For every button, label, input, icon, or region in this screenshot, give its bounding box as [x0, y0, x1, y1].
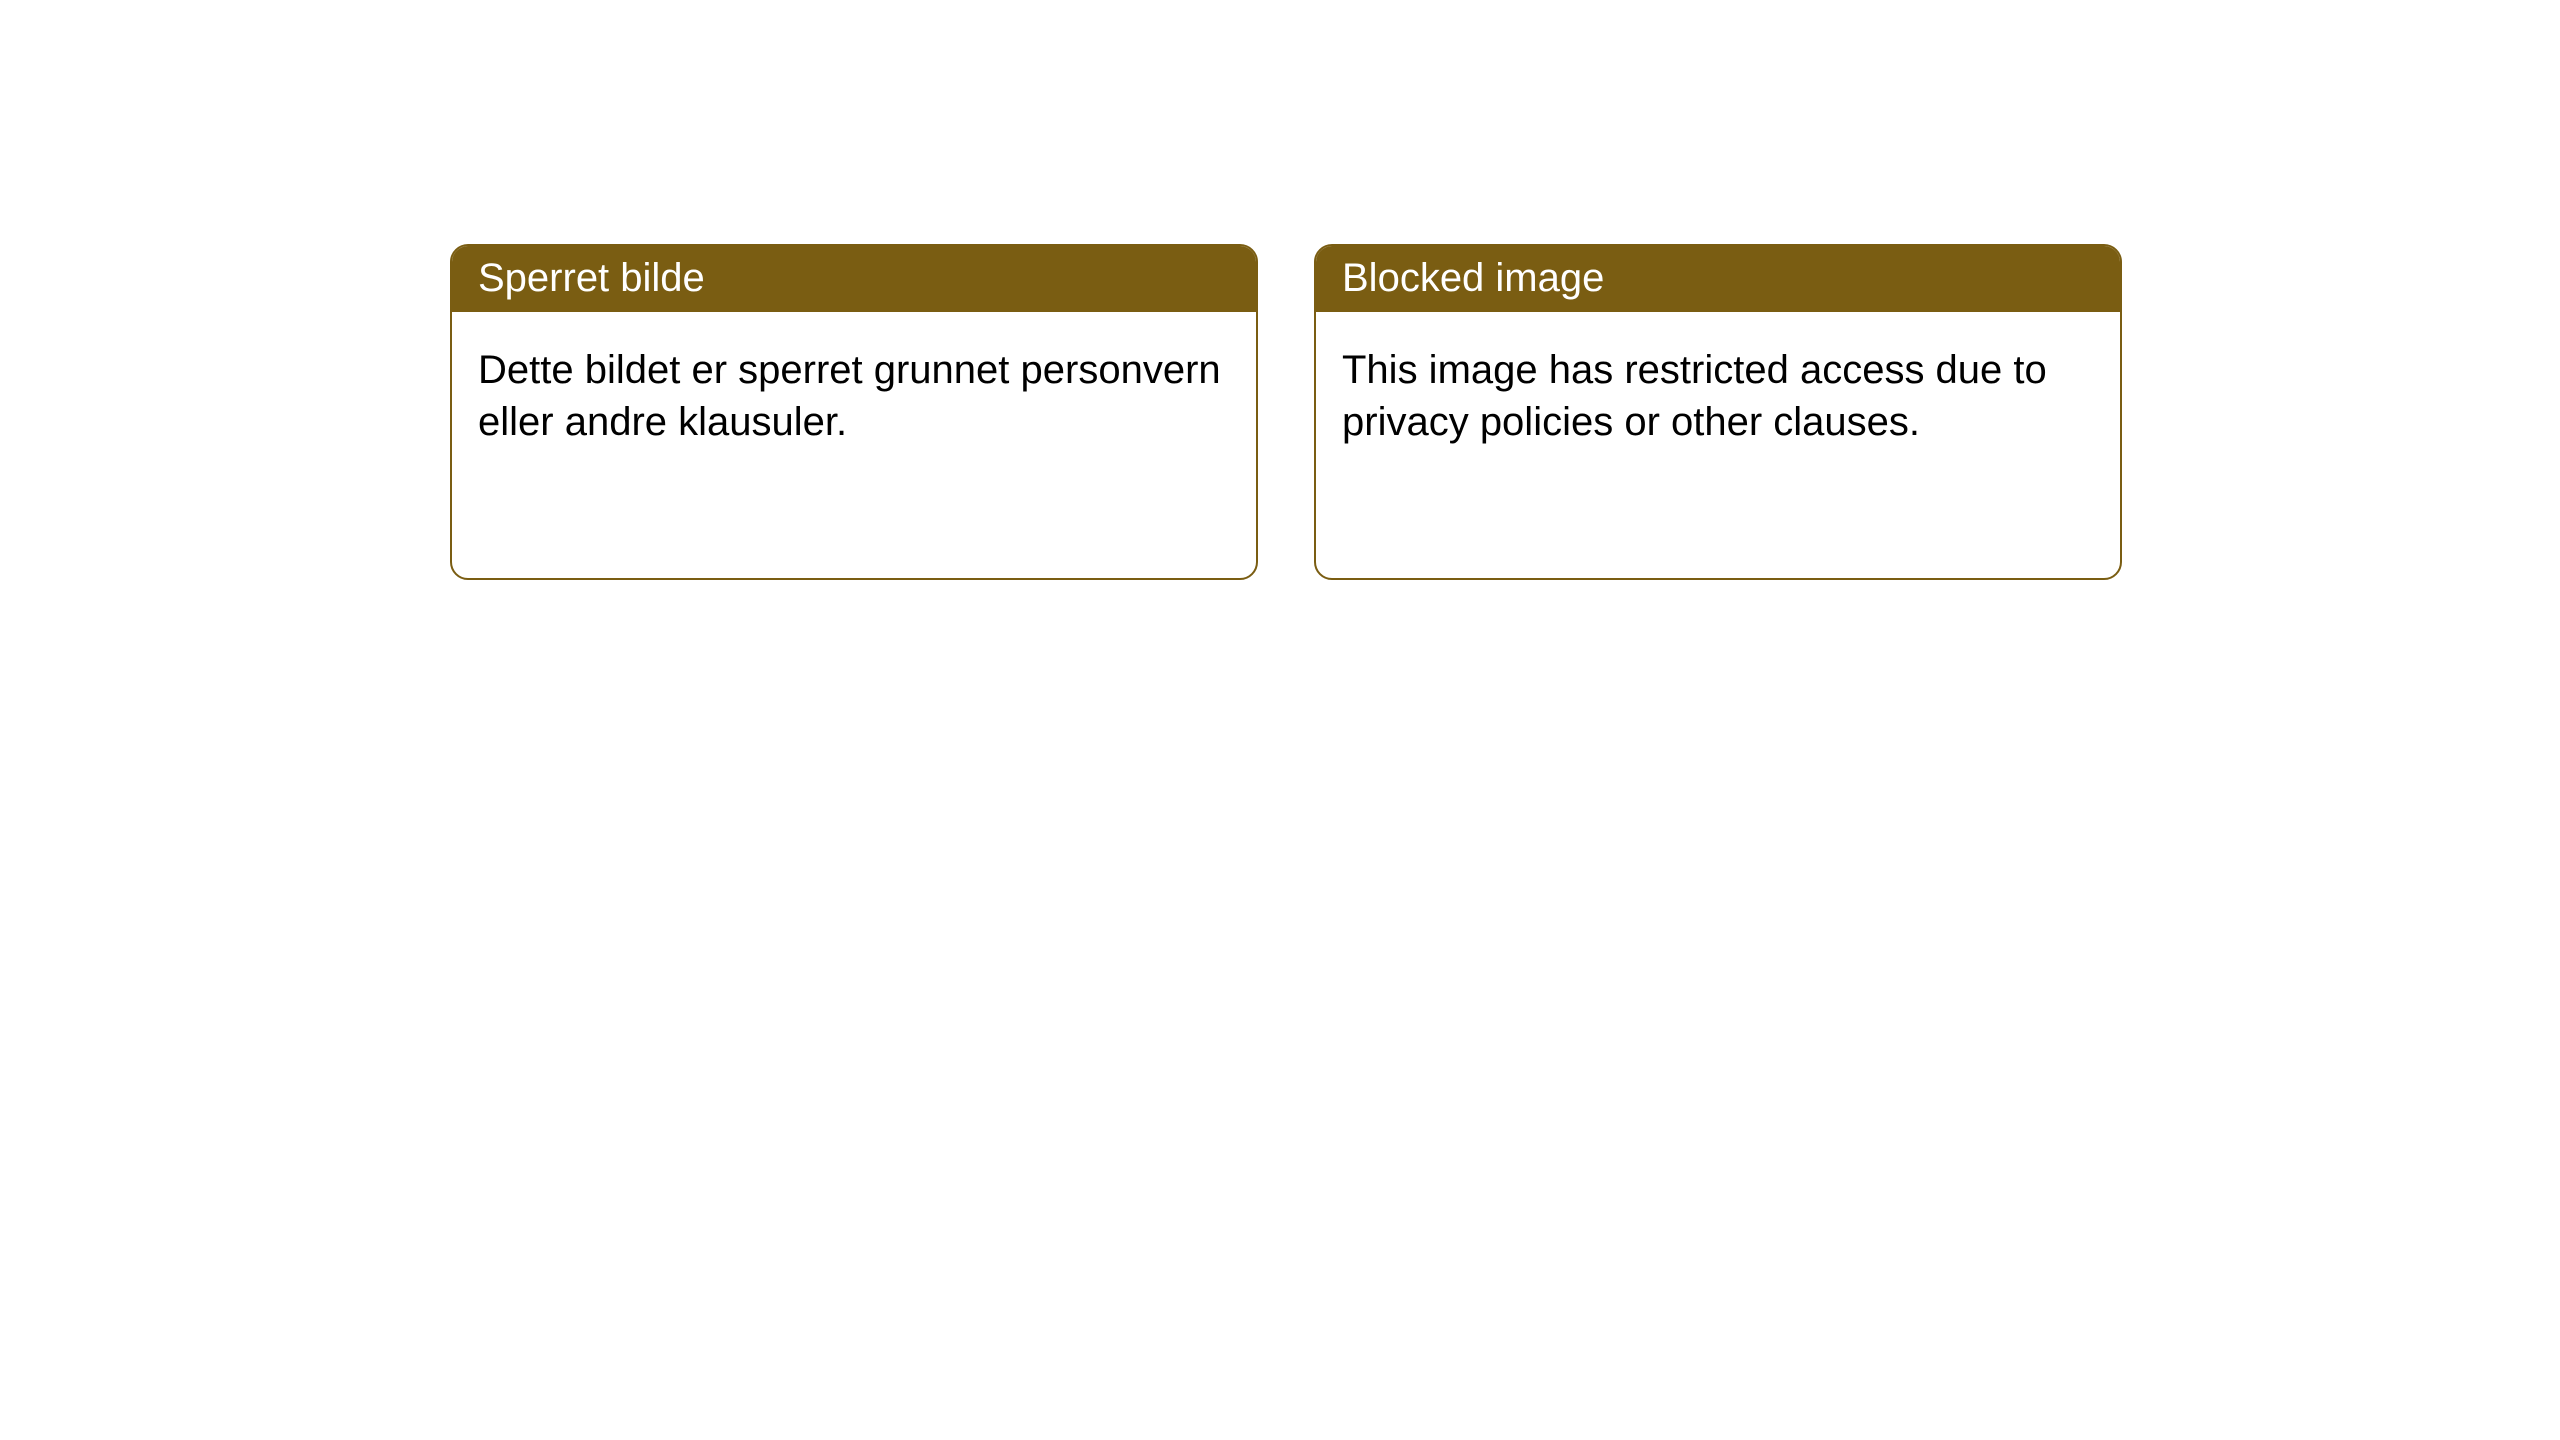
- card-body-text: Dette bildet er sperret grunnet personve…: [478, 348, 1221, 444]
- card-header: Sperret bilde: [452, 246, 1256, 312]
- card-body: Dette bildet er sperret grunnet personve…: [452, 312, 1256, 480]
- blocked-image-card-no: Sperret bilde Dette bildet er sperret gr…: [450, 244, 1258, 580]
- card-title: Blocked image: [1342, 256, 1604, 300]
- blocked-image-card-en: Blocked image This image has restricted …: [1314, 244, 2122, 580]
- card-body-text: This image has restricted access due to …: [1342, 348, 2047, 444]
- card-header: Blocked image: [1316, 246, 2120, 312]
- card-title: Sperret bilde: [478, 256, 705, 300]
- card-body: This image has restricted access due to …: [1316, 312, 2120, 480]
- cards-container: Sperret bilde Dette bildet er sperret gr…: [0, 0, 2560, 580]
